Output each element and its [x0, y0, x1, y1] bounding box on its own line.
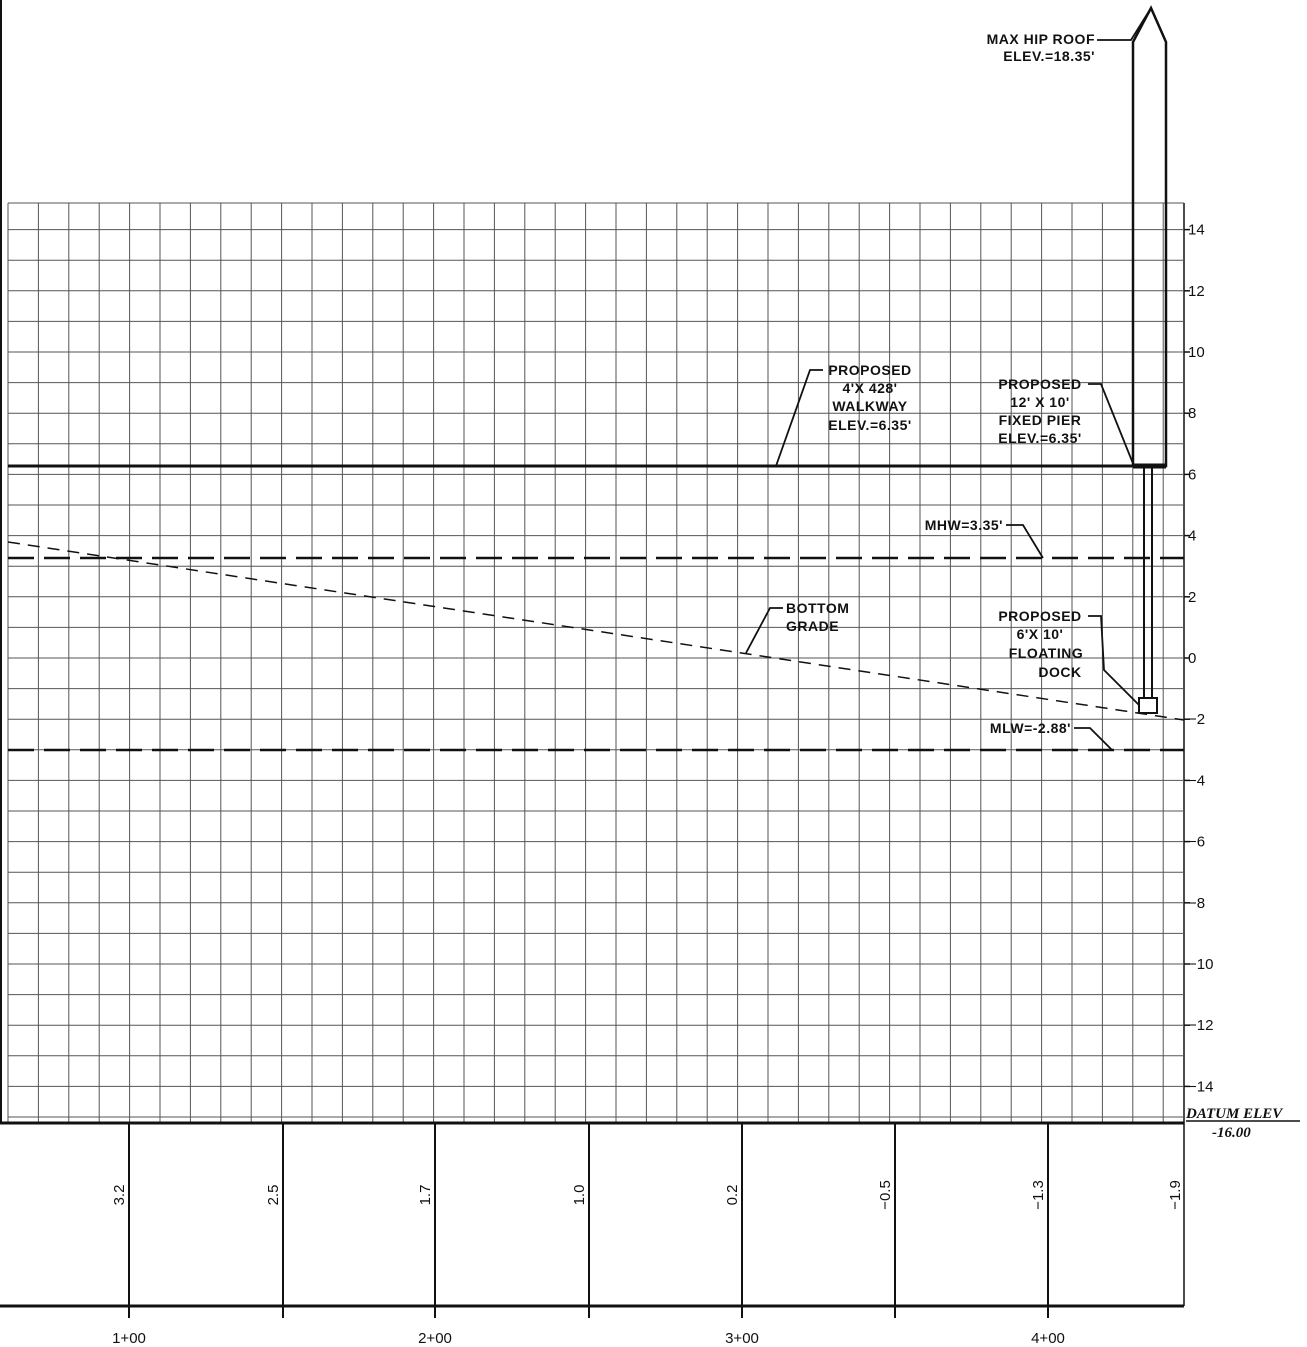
y-tick-label: −2 — [1188, 711, 1205, 728]
y-tick-label: 8 — [1188, 405, 1196, 422]
mhw-leader — [1006, 524, 1044, 559]
grade-value: 0.2 — [724, 1185, 741, 1206]
grade-value: −1.3 — [1030, 1180, 1047, 1210]
dock-leader — [1088, 615, 1140, 706]
datum-value: -16.00 — [1212, 1125, 1251, 1141]
dock-label-line1: PROPOSED — [998, 608, 1081, 624]
walkway-label-line2: 4'X 428' — [842, 380, 897, 396]
dock-label-line2: 6'X 10' — [1017, 626, 1064, 642]
roof-label-line2: ELEV.=18.35' — [1003, 48, 1095, 64]
y-tick-label: −4 — [1188, 772, 1205, 789]
y-tick-label: 10 — [1188, 344, 1205, 361]
grade-leader — [745, 607, 783, 654]
y-tick-label: 4 — [1188, 528, 1196, 545]
walkway-leader — [775, 369, 823, 467]
y-tick-label: 2 — [1188, 589, 1196, 606]
y-tick-label: 6 — [1188, 466, 1196, 483]
grade-table: 3.2 2.5 1.7 1.0 0.2 −0.5 −1.3 −1.9 1+00 2+00 3+00 4… — [0, 1121, 1185, 1347]
mlw-leader — [1074, 727, 1113, 751]
grade-value: −1.9 — [1167, 1180, 1184, 1210]
pier-label-line2: 12' X 10' — [1010, 394, 1069, 410]
station-label: 4+00 — [1031, 1330, 1065, 1347]
grade-value: 2.5 — [265, 1185, 282, 1206]
pier-label-line3: FIXED PIER — [999, 412, 1082, 428]
y-tick-label: −10 — [1188, 956, 1213, 973]
y-tick-label: 12 — [1188, 283, 1205, 300]
elevation-grid — [7, 202, 1185, 1123]
grade-value: −0.5 — [877, 1180, 894, 1210]
y-tick-label: 0 — [1188, 650, 1196, 667]
y-tick-label: −12 — [1188, 1017, 1213, 1034]
callouts: MAX HIP ROOF ELEV.=18.35' PROPOSED 4'X 4… — [786, 31, 1095, 736]
walkway-label-line1: PROPOSED — [828, 362, 911, 378]
grade-label-line1: BOTTOM — [786, 600, 849, 616]
station-label: 3+00 — [725, 1330, 759, 1347]
dock-label-line3: FLOATING — [1009, 645, 1084, 661]
pier-label-line4: ELEV.=6.35' — [998, 430, 1081, 446]
datum-label: DATUM ELEV — [1185, 1106, 1284, 1122]
grade-label-line2: GRADE — [786, 618, 839, 634]
pier-leader — [1088, 383, 1135, 467]
mhw-label: MHW=3.35' — [925, 517, 1003, 533]
y-tick-label: −14 — [1188, 1078, 1213, 1095]
structures — [1131, 5, 1168, 714]
station-label: 2+00 — [418, 1330, 452, 1347]
floating-dock — [1138, 697, 1158, 714]
pier-label-line1: PROPOSED — [998, 376, 1081, 392]
roof-label-line1: MAX HIP ROOF — [987, 31, 1095, 47]
dock-label-line4: DOCK — [1038, 664, 1081, 680]
walkway-label-line3: WALKWAY — [832, 398, 907, 414]
reference-lines — [7, 464, 1185, 752]
grade-value: 3.2 — [111, 1185, 128, 1206]
roof-leader — [1097, 7, 1152, 41]
y-axis-labels: 14 12 10 8 6 4 2 0 −2 −4 −6 −8 −10 −12 −14 — [1184, 222, 1213, 1095]
station-label: 1+00 — [112, 1330, 146, 1347]
grade-value: 1.0 — [571, 1185, 588, 1206]
bottom-grade-line — [7, 541, 1185, 721]
y-tick-label: −6 — [1188, 834, 1205, 851]
y-tick-label: 14 — [1188, 222, 1205, 239]
leader-lines — [745, 7, 1152, 751]
walkway-label-line4: ELEV.=6.35' — [828, 417, 911, 433]
y-tick-label: −8 — [1188, 895, 1205, 912]
grade-value: 1.7 — [417, 1185, 434, 1206]
mlw-label: MLW=-2.88' — [990, 720, 1071, 736]
